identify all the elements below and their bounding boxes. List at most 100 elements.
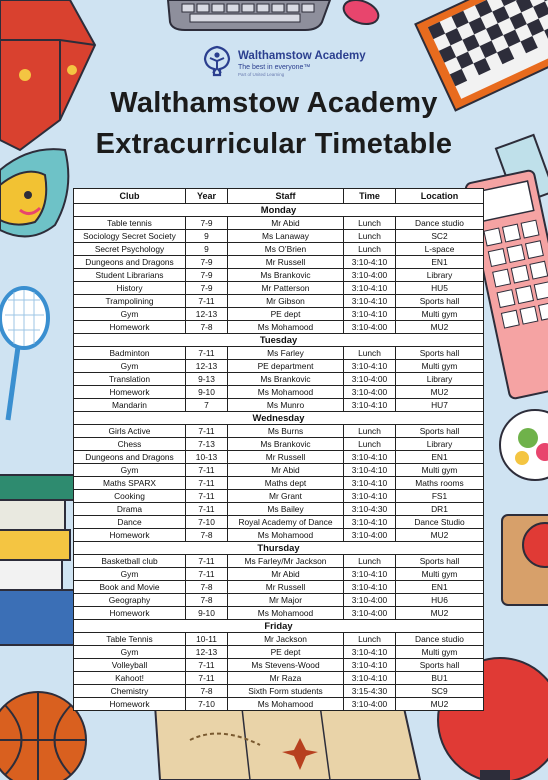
cell-time: 3:10-4:00 (343, 268, 396, 282)
cell-club: Geography (73, 593, 186, 607)
cell-club: Kahoot! (73, 671, 186, 685)
cell-staff: Mr Abid (227, 567, 344, 581)
cell-location: MU2 (395, 320, 484, 334)
cell-club: Gym (73, 359, 186, 373)
cell-location: Sports hall (395, 424, 484, 438)
table-row: Homework 9-10 Ms Mohamood 3:10-4:00 MU2 (73, 606, 484, 620)
table-row: Student Librarians 7-9 Ms Brankovic 3:10-4:… (73, 268, 484, 282)
cell-location: HU6 (395, 593, 484, 607)
table-row: Girls Active 7-11 Ms Burns Lunch Sports hall (73, 424, 484, 438)
cell-location: Library (395, 437, 484, 451)
cell-year: 7-9 (185, 255, 228, 269)
cell-year: 7-11 (185, 489, 228, 503)
cell-time: 3:10-4:10 (343, 671, 396, 685)
day-heading: Monday (73, 203, 484, 217)
school-logo: Walthamstow Academy The best in everyone… (200, 44, 366, 80)
cell-location: SC2 (395, 229, 484, 243)
badminton-racket-illustration (0, 286, 50, 421)
cell-location: HU7 (395, 398, 484, 412)
table-row: History 7-9 Mr Patterson 3:10-4:10 HU5 (73, 281, 484, 295)
cell-club: Cooking (73, 489, 186, 503)
cell-club: Gym (73, 567, 186, 581)
day-row: Thursday (73, 541, 484, 555)
cell-location: Maths rooms (395, 476, 484, 490)
page-subtitle: Extracurricular Timetable (95, 128, 453, 160)
cell-staff: Ms Burns (227, 424, 344, 438)
cell-time: 3:10-4:00 (343, 697, 396, 711)
cell-staff: Ms Brankovic (227, 268, 344, 282)
cell-year: 7-11 (185, 463, 228, 477)
cell-time: 3:10-4:00 (343, 385, 396, 399)
table-row: Kahoot! 7-11 Mr Raza 3:10-4:10 BU1 (73, 671, 484, 685)
cell-year: 7-11 (185, 502, 228, 516)
cell-time: 3:10-4:10 (343, 281, 396, 295)
cell-location: MU2 (395, 606, 484, 620)
cell-staff: Ms Brankovic (227, 437, 344, 451)
cell-location: SC9 (395, 684, 484, 698)
salad-bowl-illustration (499, 409, 548, 481)
cell-club: Secret Psychology (73, 242, 186, 256)
table-row: Book and Movie 7-8 Mr Russell 3:10-4:10 EN1 (73, 580, 484, 594)
cell-time: 3:10-4:00 (343, 372, 396, 386)
cell-club: Homework (73, 385, 186, 399)
cell-staff: Mr Russell (227, 580, 344, 594)
cell-year: 9-13 (185, 372, 228, 386)
cell-club: Student Librarians (73, 268, 186, 282)
day-row: Wednesday (73, 411, 484, 425)
mouse-illustration (342, 0, 380, 26)
table-row: Gym 12-13 PE dept 3:10-4:10 Multi gym (73, 307, 484, 321)
cell-time: 3:10-4:10 (343, 359, 396, 373)
cell-staff: Ms O’Brien (227, 242, 344, 256)
cell-year: 7-8 (185, 320, 228, 334)
cell-club: Basketball club (73, 554, 186, 568)
table-row: Sociology Secret Society 9 Ms Lanaway Lunch… (73, 229, 484, 243)
cell-location: MU2 (395, 697, 484, 711)
cell-time: 3:10-4:10 (343, 645, 396, 659)
cell-club: Gym (73, 463, 186, 477)
cell-staff: Ms Stevens-Wood (227, 658, 344, 672)
cell-staff: Ms Lanaway (227, 229, 344, 243)
cell-club: History (73, 281, 186, 295)
cell-year: 7-9 (185, 281, 228, 295)
cell-staff: Mr Gibson (227, 294, 344, 308)
cell-time: 3:10-4:10 (343, 580, 396, 594)
cell-year: 7-11 (185, 294, 228, 308)
cell-year: 7-10 (185, 697, 228, 711)
cell-time: 3:10-4:10 (343, 255, 396, 269)
cell-time: Lunch (343, 632, 396, 646)
cell-time: 3:10-4:10 (343, 294, 396, 308)
cell-year: 12-13 (185, 307, 228, 321)
table-row: Dungeons and Dragons 7-9 Mr Russell 3:10-4:… (73, 255, 484, 269)
cell-staff: Ms Brankovic (227, 372, 344, 386)
day-row: Friday (73, 619, 484, 633)
cell-staff: Ms Mohamood (227, 320, 344, 334)
cell-club: Girls Active (73, 424, 186, 438)
table-row: Trampolining 7-11 Mr Gibson 3:10-4:10 Sports… (73, 294, 484, 308)
cell-location: Dance studio (395, 632, 484, 646)
timetable-header-row: Club Year Staff Time Location (73, 188, 484, 204)
table-row: Badminton 7-11 Ms Farley Lunch Sports hall (73, 346, 484, 360)
table-row: Dance 7-10 Royal Academy of Dance 3:10-4:10… (73, 515, 484, 529)
cell-year: 7-8 (185, 580, 228, 594)
cell-time: 3:10-4:10 (343, 463, 396, 477)
day-row: Tuesday (73, 333, 484, 347)
cell-time: 3:10-4:10 (343, 567, 396, 581)
cell-year: 7-11 (185, 346, 228, 360)
table-row: Cooking 7-11 Mr Grant 3:10-4:10 FS1 (73, 489, 484, 503)
cell-club: Gym (73, 307, 186, 321)
cell-location: L-space (395, 242, 484, 256)
table-row: Secret Psychology 9 Ms O’Brien Lunch L-space (73, 242, 484, 256)
cell-location: Library (395, 372, 484, 386)
logo-subline: Part of United Learning (238, 72, 285, 77)
day-heading: Thursday (73, 541, 484, 555)
cell-club: Dungeons and Dragons (73, 255, 186, 269)
cell-location: Multi gym (395, 567, 484, 581)
day-row: Monday (73, 203, 484, 217)
cell-club: Drama (73, 502, 186, 516)
cell-time: 3:10-4:10 (343, 489, 396, 503)
cell-staff: Mr Grant (227, 489, 344, 503)
cell-year: 10-11 (185, 632, 228, 646)
table-row: Table tennis 7-9 Mr Abid Lunch Dance studio (73, 216, 484, 230)
table-row: Gym 7-11 Mr Abid 3:10-4:10 Multi gym (73, 567, 484, 581)
cell-year: 7-11 (185, 567, 228, 581)
